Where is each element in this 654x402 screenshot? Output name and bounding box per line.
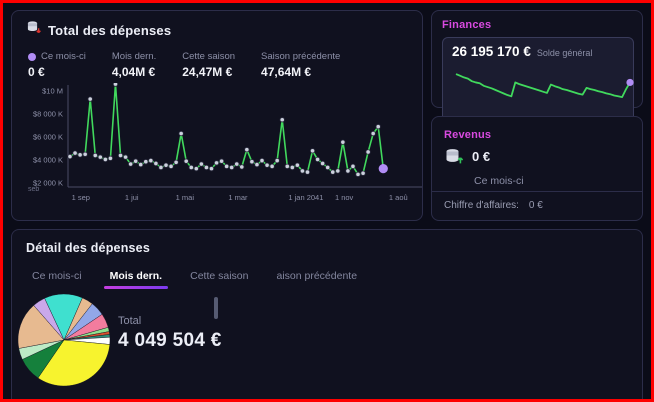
svg-text:$2 000 K: $2 000 K bbox=[33, 179, 63, 188]
svg-text:1 sep: 1 sep bbox=[72, 193, 90, 202]
revenus-title: Revenus bbox=[444, 129, 492, 141]
balance-sparkline-chart bbox=[452, 59, 634, 120]
coins-stack-down-icon bbox=[26, 20, 41, 40]
total-block: Total 4 049 504 € bbox=[118, 315, 222, 352]
revenus-value: 0 € bbox=[472, 149, 491, 164]
total-value: 4 049 504 € bbox=[118, 330, 222, 351]
svg-text:$4 000 K: $4 000 K bbox=[33, 156, 63, 165]
stat-label: Ce mois-ci bbox=[41, 51, 86, 62]
finances-title: Finances bbox=[442, 19, 492, 31]
expense-detail-title: Détail des dépenses bbox=[26, 241, 150, 255]
expense-detail-panel: Détail des dépenses Ce mois-ci Mois dern… bbox=[11, 229, 643, 399]
expenses-pie-chart bbox=[17, 293, 111, 387]
tab-this-season[interactable]: Cette saison bbox=[190, 270, 249, 282]
dashboard-layout: Total des dépenses Ce mois-ci 0 € Mois d… bbox=[6, 6, 648, 399]
svg-text:$10 M: $10 M bbox=[42, 87, 63, 96]
svg-text:1 mar: 1 mar bbox=[228, 193, 248, 202]
finances-panel: Finances 26 195 170 € Solde général bbox=[431, 10, 643, 123]
svg-text:1 mai: 1 mai bbox=[176, 193, 195, 202]
stat-label: Saison précédente bbox=[261, 51, 341, 62]
stat-last-month: Mois dern. 4,04M € bbox=[112, 51, 156, 79]
current-month-dot bbox=[28, 52, 36, 61]
svg-text:seb: seb bbox=[28, 186, 39, 193]
revenus-body: Revenus 0 € bbox=[432, 125, 642, 187]
turnover-value: 0 € bbox=[528, 200, 543, 211]
stat-label: Cette saison bbox=[182, 51, 236, 62]
balance-value: 26 195 170 € bbox=[452, 44, 531, 59]
detail-content: Total 4 049 504 € bbox=[17, 289, 628, 399]
tab-previous-season[interactable]: aison précédente bbox=[276, 270, 358, 282]
total-expenses-panel: Total des dépenses Ce mois-ci 0 € Mois d… bbox=[11, 10, 423, 221]
tab-last-month[interactable]: Mois dern. bbox=[103, 270, 168, 289]
svg-text:$6 000 K: $6 000 K bbox=[33, 133, 63, 142]
total-expenses-title: Total des dépenses bbox=[48, 22, 172, 38]
detail-tabs: Ce mois-ci Mois dern. Cette saison aison… bbox=[32, 270, 628, 289]
svg-text:1 jui: 1 jui bbox=[125, 193, 139, 202]
vertical-scrollbar-thumb[interactable] bbox=[214, 297, 218, 319]
stat-value: 47,64M € bbox=[261, 65, 312, 79]
balance-label: Solde général bbox=[536, 48, 593, 58]
revenus-period-label: Ce mois-ci bbox=[474, 175, 524, 187]
right-column: Finances 26 195 170 € Solde général Reve… bbox=[431, 10, 643, 221]
svg-text:$8 000 K: $8 000 K bbox=[33, 110, 63, 119]
turnover-label: Chiffre d'affaires: bbox=[444, 200, 519, 211]
revenus-panel: Revenus 0 € bbox=[431, 116, 643, 221]
total-expenses-header: Total des dépenses bbox=[26, 20, 414, 40]
tab-current-month[interactable]: Ce mois-ci bbox=[32, 270, 82, 282]
svg-text:1 nov: 1 nov bbox=[335, 193, 354, 202]
revenus-footer: Chiffre d'affaires: 0 € bbox=[432, 192, 642, 220]
stat-this-season: Cette saison 24,47M € bbox=[182, 51, 235, 79]
svg-text:1 jan 2041: 1 jan 2041 bbox=[288, 193, 323, 202]
svg-text:1 aoû: 1 aoû bbox=[389, 193, 408, 202]
stat-label: Mois dern. bbox=[111, 51, 157, 62]
stat-current-month: Ce mois-ci 0 € bbox=[28, 51, 86, 79]
stat-value: 4,04M € bbox=[111, 65, 156, 79]
balance-card[interactable]: 26 195 170 € Solde général bbox=[442, 37, 634, 123]
stat-value: 0 € bbox=[28, 65, 45, 79]
coins-stack-up-icon bbox=[444, 147, 464, 172]
top-row: Total des dépenses Ce mois-ci 0 € Mois d… bbox=[11, 10, 643, 221]
stat-value: 24,47M € bbox=[182, 65, 233, 79]
revenus-divider bbox=[432, 191, 642, 192]
total-label: Total bbox=[118, 315, 142, 327]
expenses-stats-row: Ce mois-ci 0 € Mois dern. 4,04M € Cette … bbox=[28, 51, 414, 79]
stat-previous-season: Saison précédente 47,64M € bbox=[261, 51, 340, 79]
